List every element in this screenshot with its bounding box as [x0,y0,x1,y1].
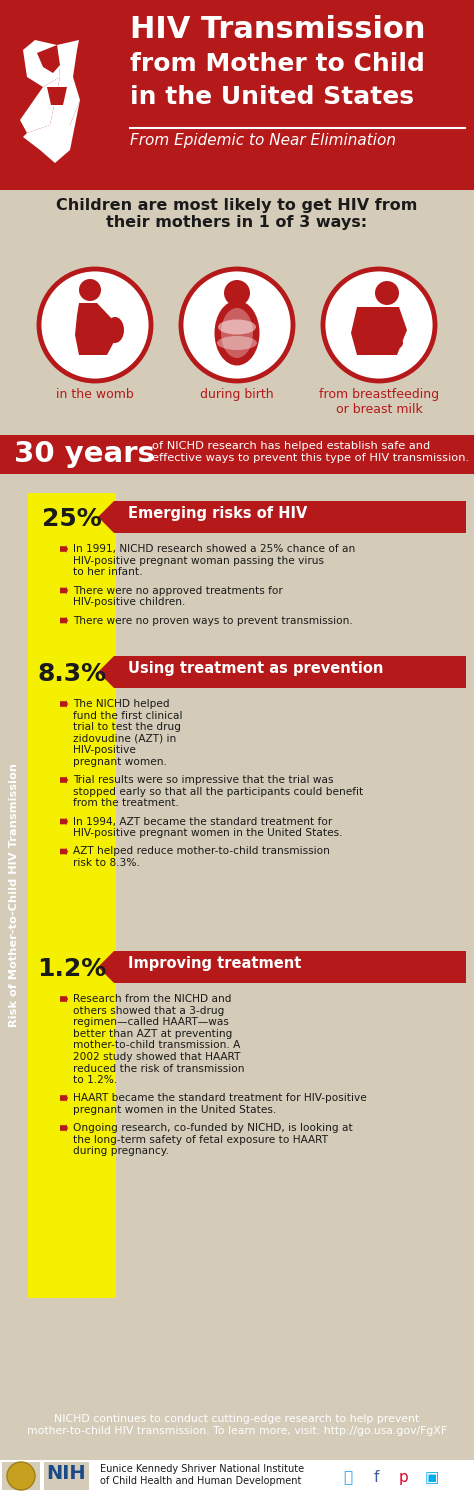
FancyBboxPatch shape [0,474,474,1461]
Text: The NICHD helped
fund the first clinical
trial to test the drug
zidovudine (AZT): The NICHD helped fund the first clinical… [73,698,182,767]
Circle shape [39,269,151,380]
Polygon shape [351,307,407,355]
FancyBboxPatch shape [0,1408,474,1461]
Text: Emerging risks of HIV: Emerging risks of HIV [128,506,307,521]
Text: 25%: 25% [42,507,102,531]
Circle shape [224,280,250,306]
Polygon shape [60,818,68,825]
Polygon shape [57,40,79,78]
Polygon shape [60,700,68,709]
Text: 🐦: 🐦 [344,1470,353,1485]
Text: f: f [374,1470,379,1485]
Polygon shape [60,776,68,783]
Text: Eunice Kennedy Shriver National Institute
of Child Health and Human Development: Eunice Kennedy Shriver National Institut… [100,1464,304,1486]
FancyBboxPatch shape [28,492,474,1298]
Text: NIH: NIH [46,1464,86,1483]
Text: in the United States: in the United States [130,85,414,109]
Polygon shape [60,1094,68,1103]
FancyBboxPatch shape [28,492,116,648]
Text: from Mother to Child: from Mother to Child [130,52,425,76]
Polygon shape [60,545,68,554]
FancyBboxPatch shape [0,189,474,436]
Text: 1.2%: 1.2% [37,956,107,982]
FancyBboxPatch shape [28,943,116,1298]
Text: AZT helped reduce mother-to-child transmission
risk to 8.3%.: AZT helped reduce mother-to-child transm… [73,846,330,868]
Text: of NICHD research has helped establish safe and
effective ways to prevent this t: of NICHD research has helped establish s… [152,442,469,463]
Text: 30 years: 30 years [14,440,155,468]
Text: HAART became the standard treatment for HIV-positive
pregnant women in the Unite: HAART became the standard treatment for … [73,1094,367,1115]
Text: NICHD continues to conduct cutting-edge research to help prevent
mother-to-child: NICHD continues to conduct cutting-edge … [27,1414,447,1435]
Ellipse shape [218,319,256,334]
Ellipse shape [106,316,124,343]
Text: Using treatment as prevention: Using treatment as prevention [128,661,383,676]
FancyBboxPatch shape [0,492,28,1298]
Text: There were no proven ways to prevent transmission.: There were no proven ways to prevent tra… [73,616,353,625]
Polygon shape [75,303,115,355]
FancyBboxPatch shape [0,436,474,492]
Polygon shape [60,616,68,625]
FancyBboxPatch shape [2,1462,40,1491]
Text: HIV Transmission: HIV Transmission [130,15,426,43]
Text: from breastfeeding
or breast milk: from breastfeeding or breast milk [319,388,439,416]
Circle shape [7,1462,35,1491]
Text: Risk of Mother-to-Child HIV Transmission: Risk of Mother-to-Child HIV Transmission [9,762,19,1026]
Text: In 1991, NICHD research showed a 25% chance of an
HIV-positive pregnant woman pa: In 1991, NICHD research showed a 25% cha… [73,545,355,577]
Text: Trial results were so impressive that the trial was
stopped early so that all th: Trial results were so impressive that th… [73,774,363,809]
Polygon shape [60,586,68,594]
Ellipse shape [217,336,257,351]
Circle shape [181,269,293,380]
Text: during birth: during birth [200,388,274,401]
Ellipse shape [215,300,259,366]
Text: Research from the NICHD and
others showed that a 3-drug
regimen—called HAART—was: Research from the NICHD and others showe… [73,994,245,1085]
Ellipse shape [375,336,403,351]
Text: p: p [399,1470,409,1485]
Polygon shape [98,656,466,688]
Polygon shape [98,501,466,533]
Text: In 1994, AZT became the standard treatment for
HIV-positive pregnant women in th: In 1994, AZT became the standard treatme… [73,816,343,839]
Polygon shape [60,847,68,855]
Text: 8.3%: 8.3% [37,662,107,686]
Polygon shape [20,78,60,133]
Circle shape [323,269,435,380]
Text: Ongoing research, co-funded by NICHD, is looking at
the long-term safety of feta: Ongoing research, co-funded by NICHD, is… [73,1123,353,1156]
Text: in the womb: in the womb [56,388,134,401]
Circle shape [362,334,380,352]
Ellipse shape [221,307,253,358]
Polygon shape [60,1123,68,1132]
Polygon shape [50,78,80,125]
Polygon shape [23,40,60,87]
Circle shape [375,280,399,304]
Text: Improving treatment: Improving treatment [128,956,301,971]
Polygon shape [60,995,68,1003]
Polygon shape [98,950,466,983]
Polygon shape [23,100,80,163]
FancyBboxPatch shape [0,0,474,189]
Circle shape [79,279,101,301]
Polygon shape [47,87,67,104]
FancyBboxPatch shape [28,648,116,943]
Polygon shape [37,45,60,73]
Text: ▣: ▣ [425,1470,439,1485]
Text: There were no approved treatments for
HIV-positive children.: There were no approved treatments for HI… [73,585,283,607]
Text: From Epidemic to Near Elimination: From Epidemic to Near Elimination [130,133,396,148]
FancyBboxPatch shape [44,1462,89,1491]
Text: Children are most likely to get HIV from
their mothers in 1 of 3 ways:: Children are most likely to get HIV from… [56,198,418,230]
